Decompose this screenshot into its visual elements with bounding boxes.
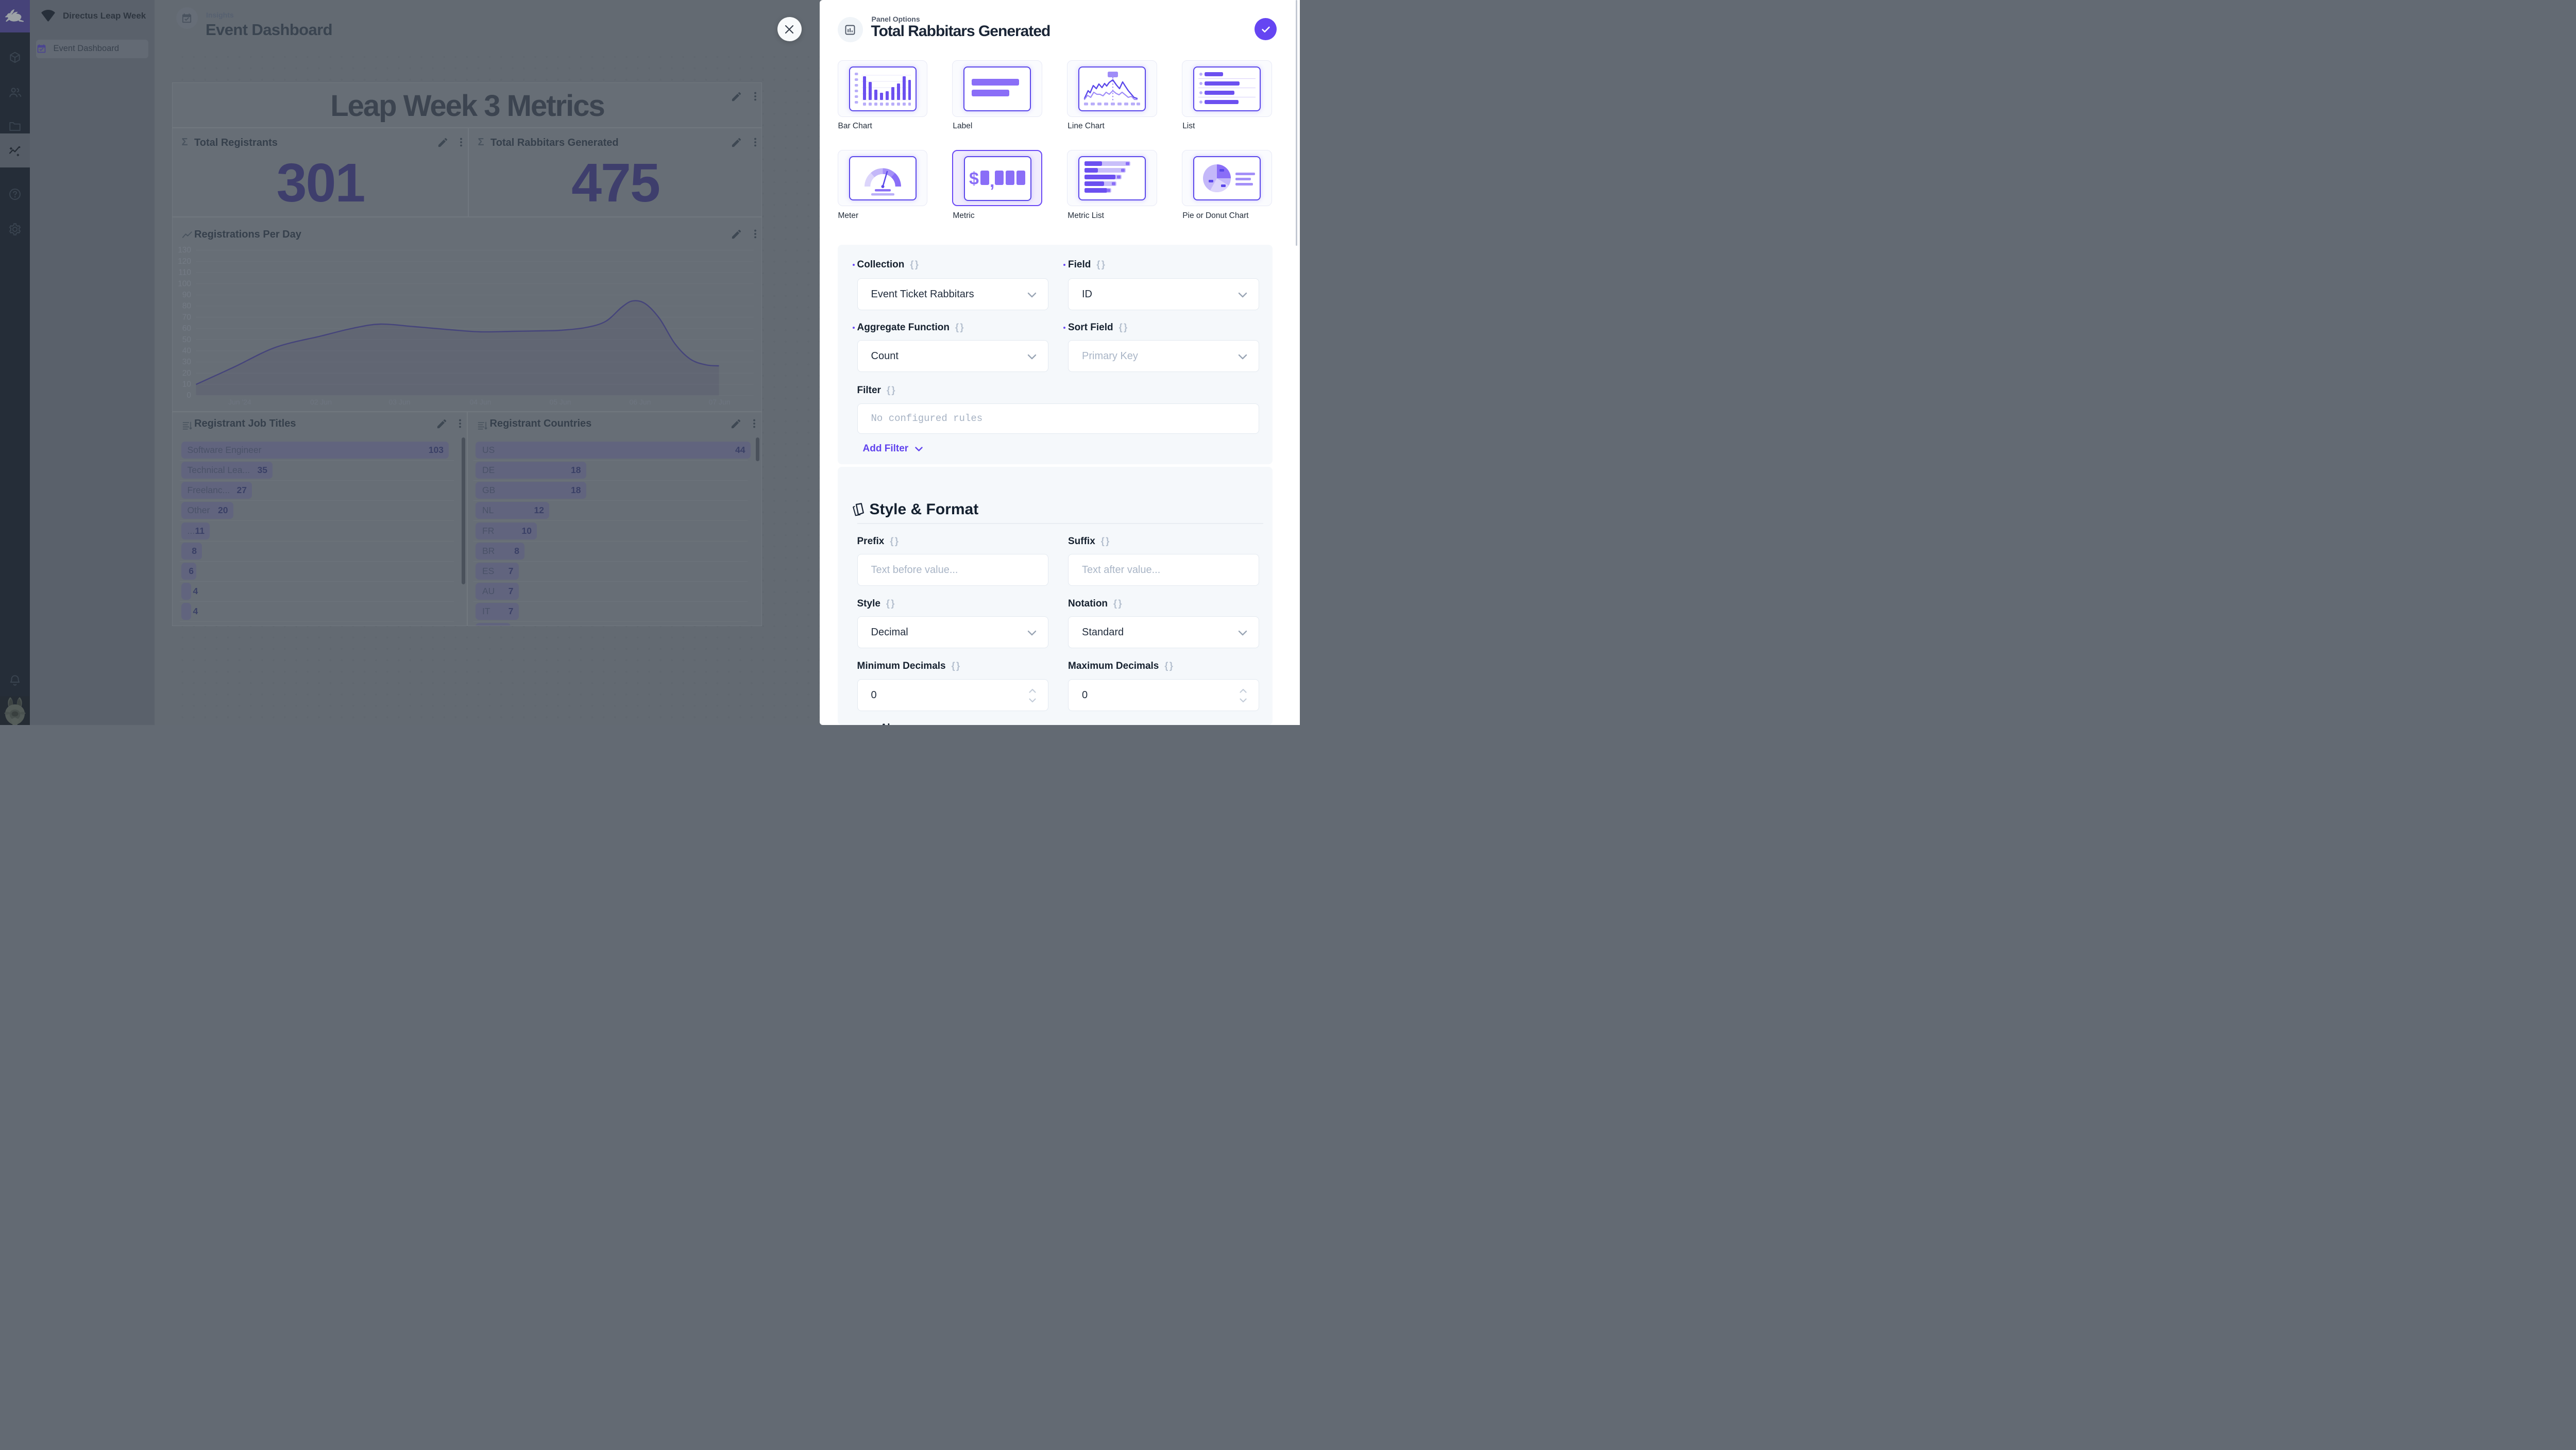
svg-text:50: 50 [182,335,191,344]
svg-text:80: 80 [182,301,191,310]
svg-text:70: 70 [182,313,191,322]
svg-text:40: 40 [182,346,191,355]
svg-text:10: 10 [182,380,191,389]
svg-text:04 Jun: 04 Jun [469,398,491,406]
svg-text:130: 130 [178,246,191,255]
svg-text:90: 90 [182,291,191,299]
svg-text:20: 20 [182,368,191,377]
svg-text:$: $ [969,169,979,189]
svg-text:100: 100 [178,279,191,288]
svg-text:Jun '24: Jun '24 [228,398,251,406]
svg-text:07 Jun: 07 Jun [708,398,730,406]
svg-text:05 Jun: 05 Jun [549,398,571,406]
svg-text:03 Jun: 03 Jun [388,398,410,406]
svg-text:60: 60 [182,324,191,333]
svg-text:110: 110 [178,268,191,277]
svg-text:30: 30 [182,358,191,366]
svg-text:0: 0 [187,391,191,400]
svg-text:,: , [990,172,994,191]
svg-text:06 Jun: 06 Jun [629,398,651,406]
svg-text:02 Jun: 02 Jun [310,398,331,406]
svg-text:120: 120 [178,257,191,265]
